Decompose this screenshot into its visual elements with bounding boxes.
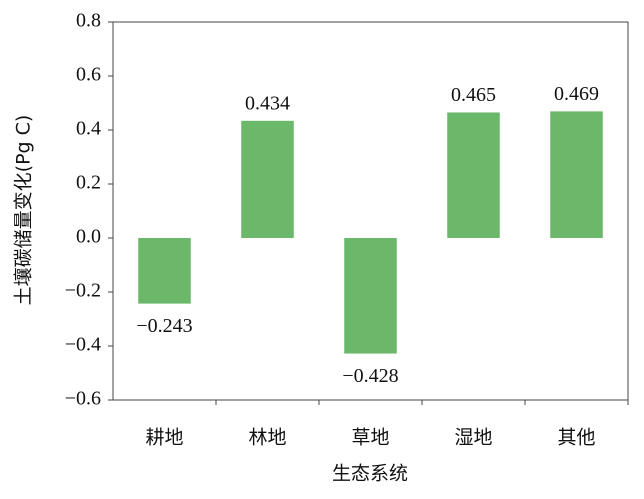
bar	[344, 238, 397, 354]
bar	[241, 120, 294, 238]
y-tick-label: 0.4	[76, 118, 101, 140]
bar	[447, 112, 500, 238]
bar	[138, 238, 191, 304]
y-tick-label: 0.8	[76, 10, 101, 32]
x-tick-label: 湿地	[454, 427, 492, 449]
y-axis-title: 土壤碳储量变化(Pg C)	[13, 115, 35, 306]
x-tick-label: 耕地	[145, 427, 183, 449]
x-tick-label: 草地	[351, 427, 389, 449]
x-axis-title: 生态系统	[332, 463, 408, 485]
y-tick-label: 0.0	[76, 226, 101, 248]
y-tick-label: 0.6	[76, 64, 101, 86]
y-tick-label: 0.2	[76, 172, 101, 194]
plot-frame	[112, 21, 629, 401]
data-label: 0.469	[554, 83, 599, 105]
data-label: −0.243	[136, 315, 192, 337]
data-label: 0.465	[451, 84, 496, 106]
bar	[550, 111, 603, 238]
data-label: 0.434	[245, 92, 290, 114]
y-tick-label: −0.2	[65, 280, 101, 302]
y-tick-label: −0.4	[65, 334, 101, 356]
data-label: −0.428	[342, 365, 398, 387]
y-tick-label: −0.6	[65, 388, 101, 410]
x-tick-label: 林地	[248, 427, 286, 449]
x-tick-label: 其他	[557, 427, 595, 449]
